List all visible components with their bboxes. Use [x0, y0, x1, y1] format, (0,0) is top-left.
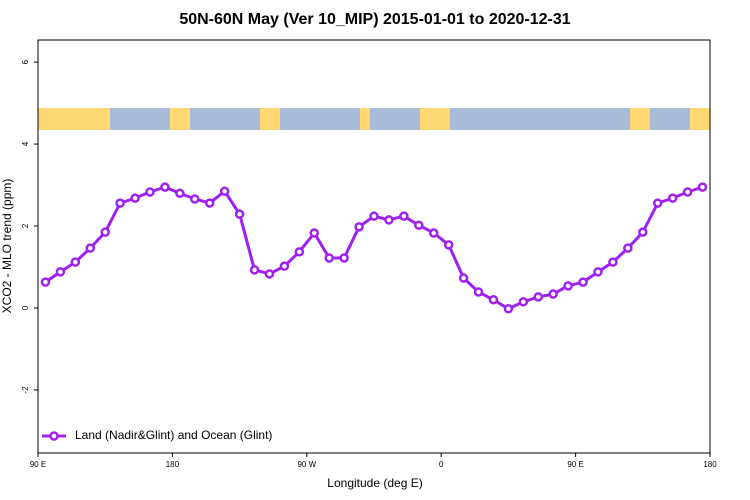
data-point [130, 193, 140, 203]
x-tick-label: 90 W [297, 460, 316, 469]
data-point [309, 228, 320, 238]
x-axis-label: Longitude (deg E) [327, 476, 422, 490]
y-axis-label: XCO2 - MLO trend (ppm) [0, 179, 14, 314]
data-point [190, 194, 200, 204]
data-point [458, 273, 469, 283]
data-point [160, 182, 170, 192]
y-tick-label: 2 [21, 223, 30, 228]
data-point [608, 257, 618, 267]
data-point [279, 261, 290, 271]
data-point [652, 198, 663, 208]
y-tick-label: 6 [21, 59, 30, 64]
data-point [548, 289, 558, 299]
data-point [533, 292, 544, 302]
y-tick-label: -2 [21, 386, 30, 394]
x-tick-label: 90 E [567, 460, 583, 469]
y-tick-label: 0 [21, 305, 30, 310]
data-point [667, 193, 678, 203]
x-tick-label: 180 [703, 460, 717, 469]
data-point [638, 227, 648, 237]
data-point [697, 182, 708, 192]
data-point [354, 222, 364, 232]
data-point [682, 187, 693, 197]
data-point [294, 247, 305, 257]
data-point [593, 267, 603, 277]
data-point [369, 211, 379, 221]
data-point [115, 198, 125, 208]
data-point [443, 240, 454, 250]
data-point [100, 227, 110, 237]
data-point [324, 253, 334, 263]
data-point [85, 243, 96, 253]
data-point [234, 209, 245, 219]
map-strip [38, 108, 710, 130]
y-tick-label: 4 [21, 141, 30, 146]
chart-title: 50N-60N May (Ver 10_MIP) 2015-01-01 to 2… [179, 11, 570, 28]
data-point [339, 253, 349, 263]
x-tick-label: 90 E [30, 460, 46, 469]
data-point [473, 287, 484, 297]
data-point [384, 215, 394, 225]
data-point [623, 243, 633, 253]
series-line [44, 185, 704, 311]
data-point [55, 267, 66, 277]
data-point [563, 281, 573, 291]
plot-frame [37, 39, 711, 454]
data-point [428, 228, 439, 238]
data-point [249, 265, 260, 275]
data-point [70, 257, 81, 267]
x-tick-label: 0 [439, 460, 444, 469]
data-point [578, 277, 588, 287]
data-point [264, 269, 275, 279]
data-point [399, 211, 409, 221]
legend-text: Land (Nadir&Glint) and Ocean (Glint) [75, 428, 272, 442]
data-point [488, 295, 499, 305]
data-point [518, 297, 529, 307]
data-point [175, 188, 185, 198]
x-tick-label: 180 [166, 460, 180, 469]
data-point [40, 277, 51, 287]
data-point [204, 198, 215, 208]
legend-marker [49, 431, 59, 441]
data-point [414, 220, 424, 230]
data-point [503, 304, 514, 314]
data-point [219, 186, 230, 196]
data-point [145, 187, 155, 197]
